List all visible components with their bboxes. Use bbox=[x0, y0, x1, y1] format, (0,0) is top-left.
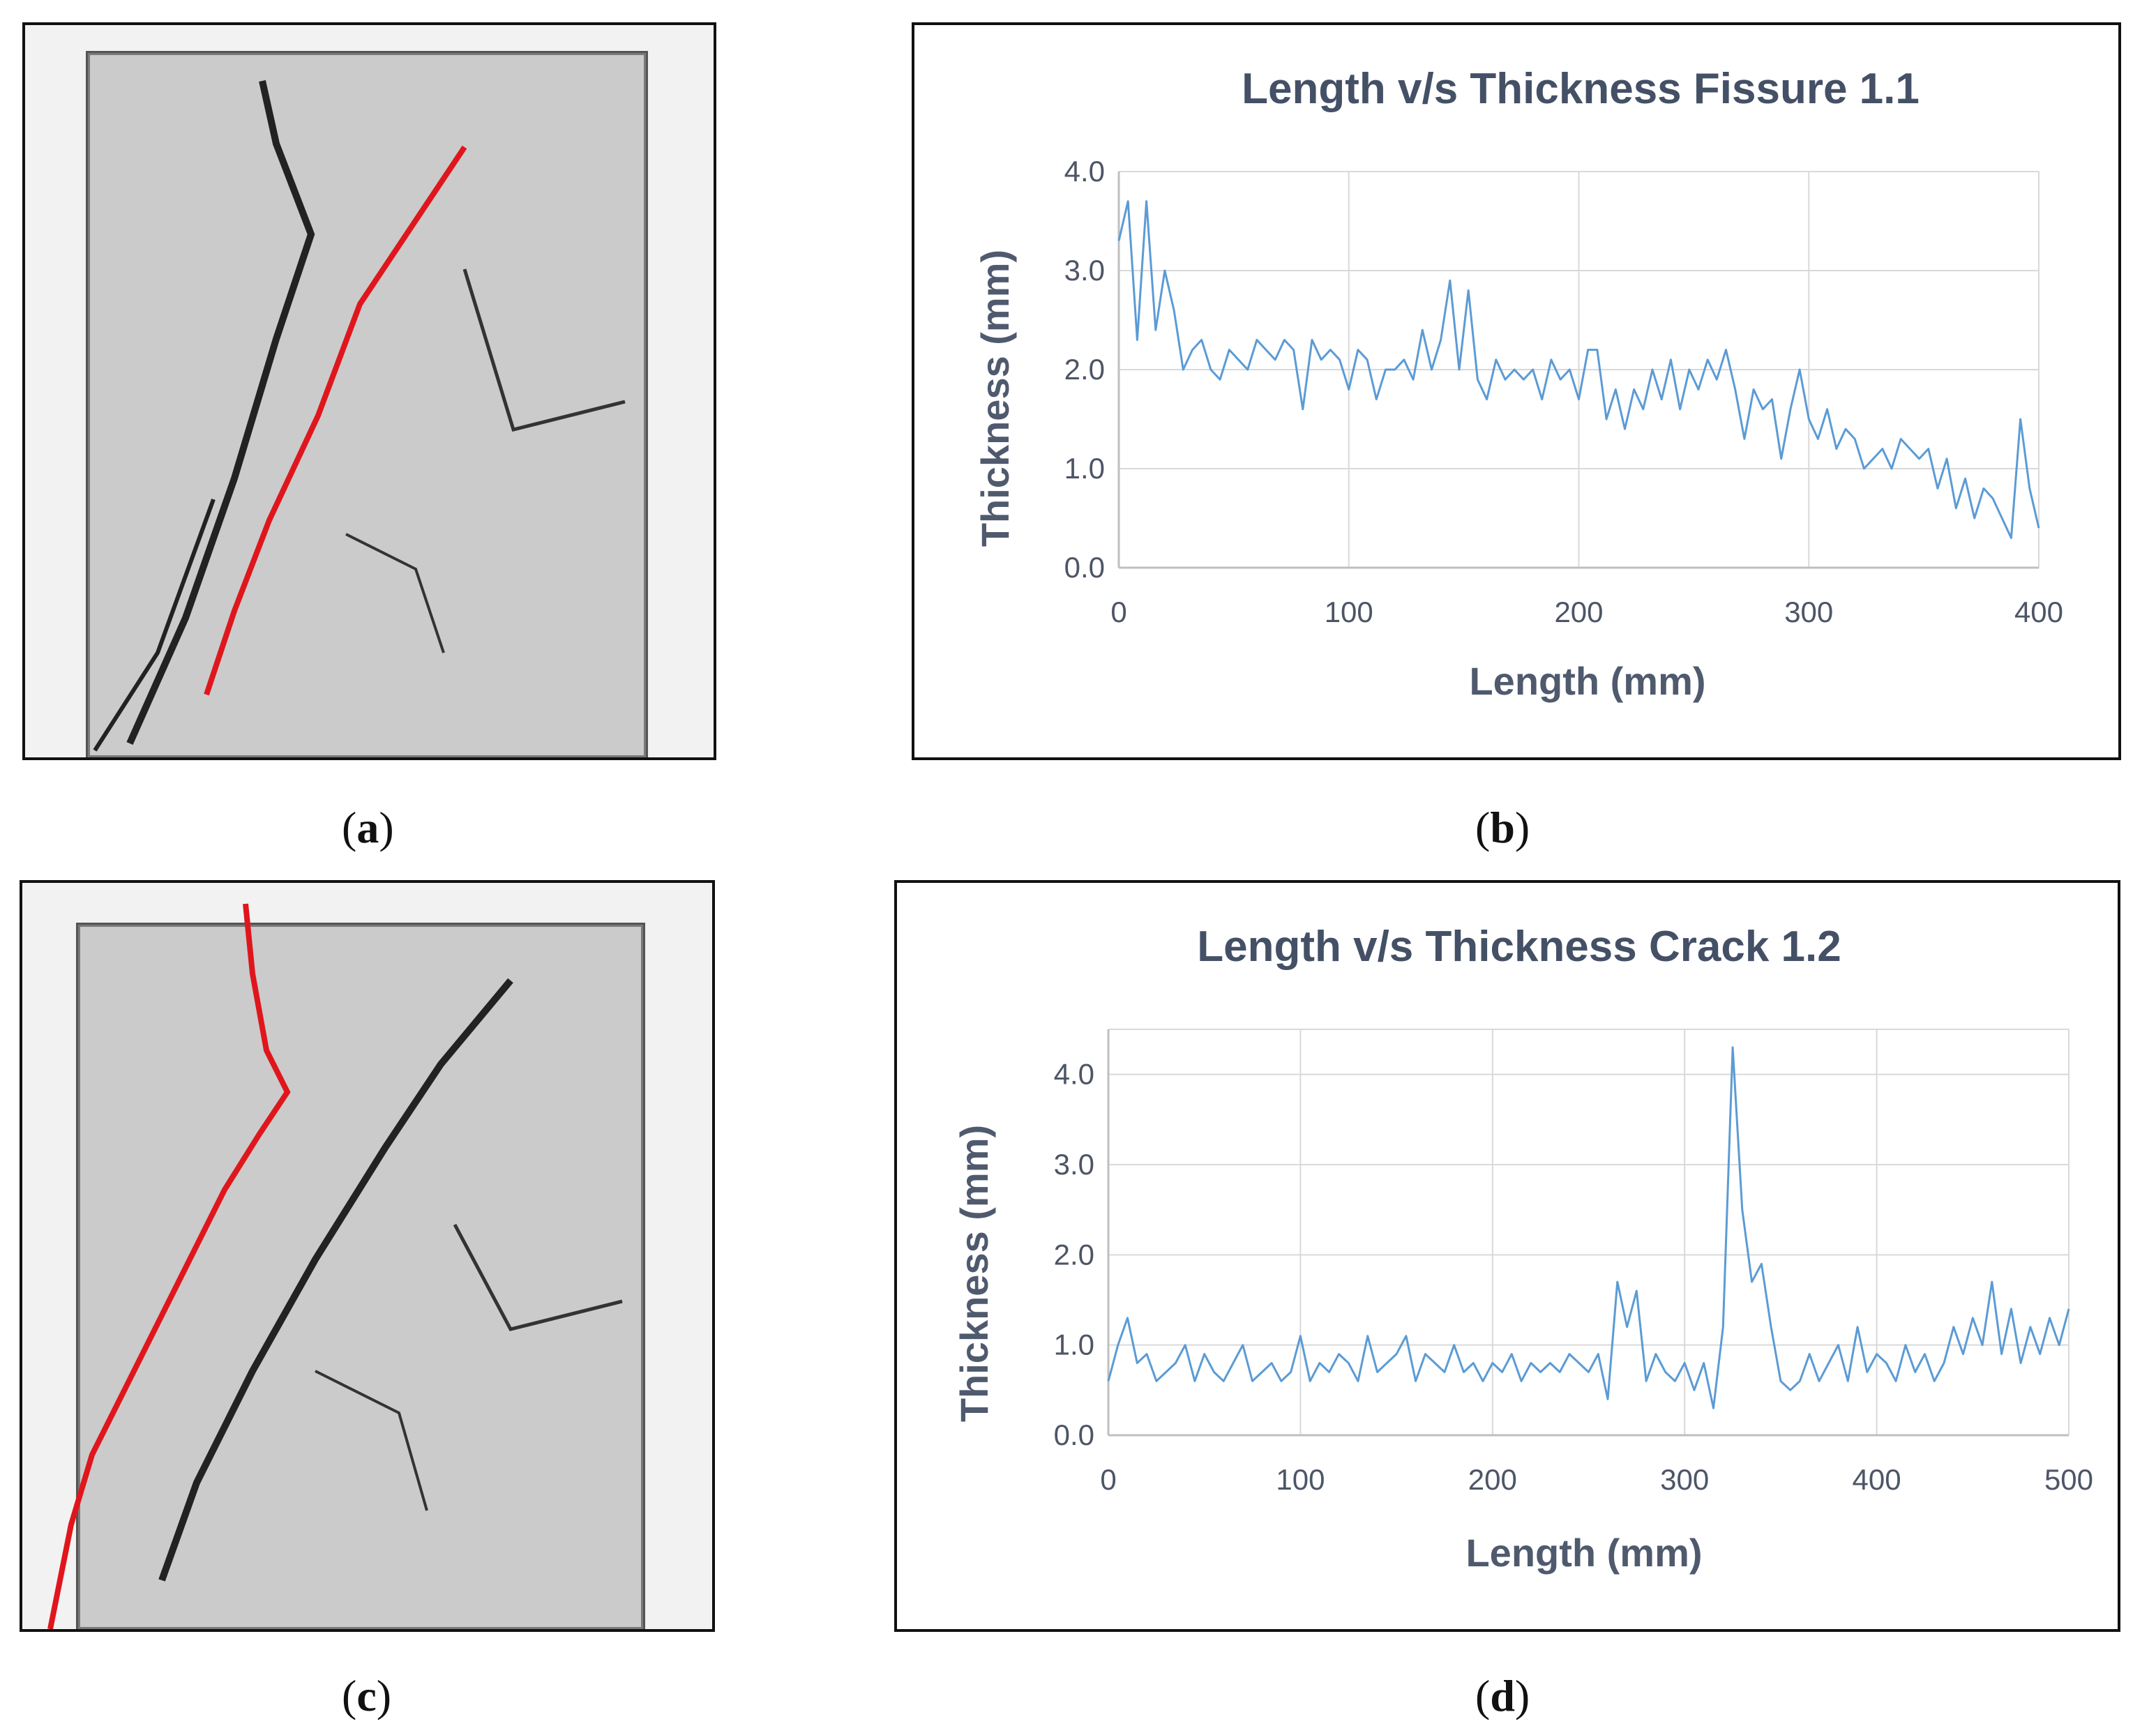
x-tick-label: 200 bbox=[1554, 596, 1603, 628]
y-tick-label: 2.0 bbox=[1054, 1238, 1094, 1271]
caption-a: (a) bbox=[342, 803, 394, 852]
x-tick-label: 300 bbox=[1784, 596, 1833, 628]
y-tick-label: 3.0 bbox=[1054, 1148, 1094, 1181]
chart-panel-d: Length v/s Thickness Crack 1.2 Length (m… bbox=[894, 880, 2120, 1632]
chart-fissure-1-1: Length v/s Thickness Fissure 1.1 Length … bbox=[973, 65, 2063, 703]
x-tick-label: 400 bbox=[1853, 1463, 1901, 1496]
highlighted-fissure-red bbox=[204, 145, 467, 696]
y-axis-label: Thickness (mm) bbox=[952, 1125, 996, 1422]
dark-crack bbox=[158, 978, 513, 1582]
x-tick-label: 300 bbox=[1660, 1463, 1709, 1496]
chart-title: Length v/s Thickness Crack 1.2 bbox=[1197, 923, 1841, 971]
y-tick-label: 4.0 bbox=[1054, 1058, 1094, 1091]
x-axis-label: Length (mm) bbox=[1465, 1531, 1702, 1575]
stone-block bbox=[86, 51, 648, 757]
highlighted-crack-red bbox=[47, 903, 291, 1629]
stone-block bbox=[76, 923, 645, 1629]
secondary-crack-2 bbox=[345, 533, 445, 653]
photo-panel-c bbox=[20, 880, 715, 1632]
x-tick-label: 200 bbox=[1468, 1463, 1517, 1496]
x-tick-label: 500 bbox=[2044, 1463, 2093, 1496]
y-tick-label: 2.0 bbox=[1064, 353, 1105, 386]
chart-panel-b: Length v/s Thickness Fissure 1.1 Length … bbox=[912, 22, 2121, 760]
photo-panel-a bbox=[22, 22, 716, 760]
x-tick-label: 0 bbox=[1110, 596, 1126, 628]
caption-c: (c) bbox=[342, 1671, 392, 1720]
y-tick-label: 3.0 bbox=[1064, 254, 1105, 287]
crack-photo-a bbox=[25, 25, 714, 757]
y-tick-label: 4.0 bbox=[1064, 155, 1105, 188]
stone-texture bbox=[88, 53, 646, 757]
x-axis-label: Length (mm) bbox=[1469, 659, 1705, 703]
dark-crack bbox=[126, 80, 315, 746]
x-tick-label: 0 bbox=[1100, 1463, 1116, 1496]
secondary-crack-2 bbox=[315, 1370, 428, 1511]
secondary-crack bbox=[453, 1223, 623, 1331]
y-axis-label: Thickness (mm) bbox=[973, 250, 1017, 547]
y-tick-label: 0.0 bbox=[1064, 551, 1105, 584]
y-tick-label: 1.0 bbox=[1054, 1329, 1094, 1361]
x-tick-label: 100 bbox=[1276, 1463, 1325, 1496]
x-tick-label: 400 bbox=[2014, 596, 2063, 628]
stone-texture bbox=[78, 925, 643, 1629]
caption-d: (d) bbox=[1475, 1671, 1530, 1720]
secondary-crack bbox=[462, 268, 626, 432]
series-line bbox=[1107, 1046, 2070, 1409]
chart-crack-1-2: Length v/s Thickness Crack 1.2 Length (m… bbox=[952, 923, 2093, 1575]
chart-title: Length v/s Thickness Fissure 1.1 bbox=[1242, 65, 1920, 113]
x-tick-label: 100 bbox=[1325, 596, 1373, 628]
y-tick-label: 1.0 bbox=[1064, 452, 1105, 485]
y-tick-label: 0.0 bbox=[1054, 1418, 1094, 1451]
crack-photo-c bbox=[22, 883, 712, 1629]
dark-crack-branch bbox=[93, 498, 216, 752]
caption-b: (b) bbox=[1475, 803, 1530, 852]
series-line bbox=[1117, 200, 2040, 539]
